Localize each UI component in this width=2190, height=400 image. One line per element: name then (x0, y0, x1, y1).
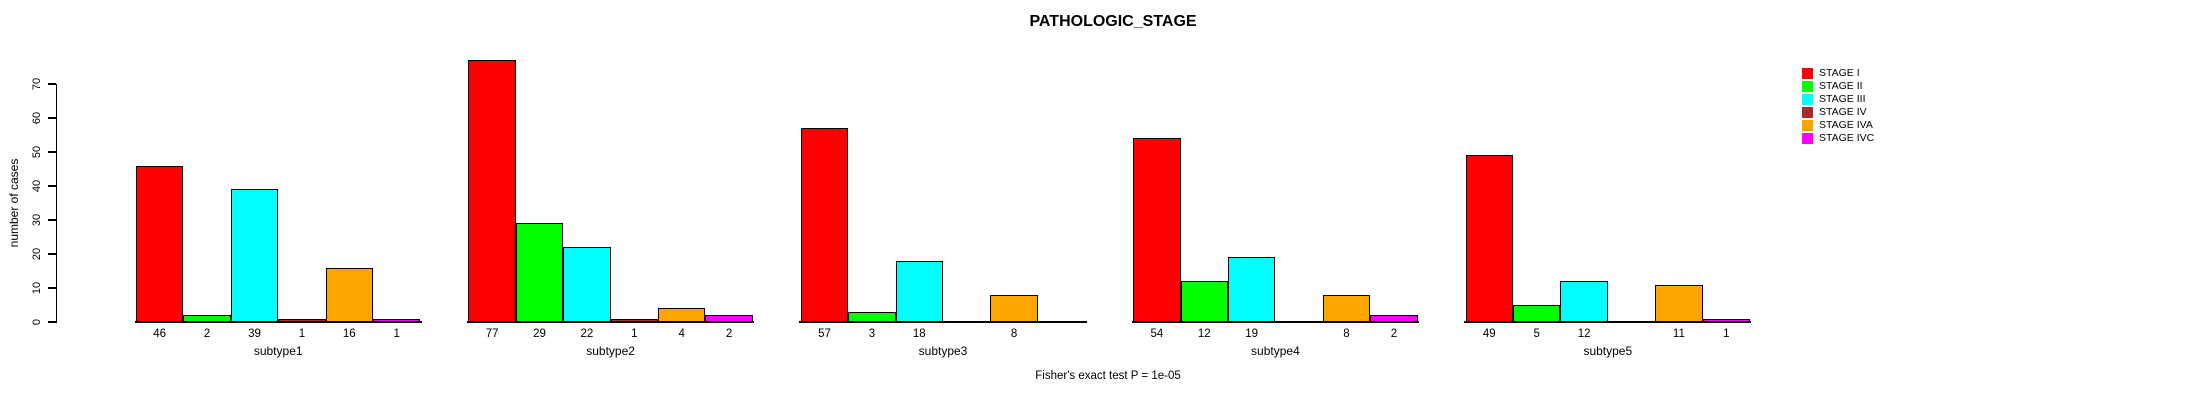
legend-swatch-stage-iva (1802, 119, 1813, 131)
bar-value-label: 39 (248, 328, 261, 340)
y-axis-title: number of cases (7, 158, 21, 248)
bar-value-label: 8 (1343, 328, 1350, 340)
fisher-test-annotation: Fisher's exact test P = 1e-05 (1035, 370, 1181, 382)
category-label: subtype4 (1251, 344, 1300, 358)
bar-value-label: 2 (1390, 328, 1398, 340)
bar-value-label: 1 (631, 328, 638, 340)
bar-value-label: 46 (153, 328, 167, 340)
bar-subtype2-stage-iva (658, 308, 706, 322)
y-axis-tick (47, 219, 56, 221)
legend-label: STAGE III (1819, 93, 1866, 105)
bar-value-label: 49 (1482, 328, 1496, 340)
bar-subtype2-stage-ivc (705, 315, 753, 322)
y-axis-tick-label: 20 (31, 247, 43, 261)
legend-label: STAGE II (1819, 80, 1863, 92)
bar-subtype2-stage-i (468, 60, 516, 322)
x-axis-line (799, 321, 1087, 323)
bar-value-label: 54 (1150, 328, 1164, 340)
y-axis-tick (47, 287, 56, 289)
bar-subtype4-stage-iva (1322, 294, 1371, 322)
bar-subtype2-stage-iii (563, 247, 611, 322)
bar-subtype1-stage-iii (230, 189, 279, 322)
legend-label: STAGE IV (1819, 106, 1867, 118)
bar-subtype3-stage-i (800, 128, 849, 322)
y-axis-tick-label: 0 (31, 318, 43, 326)
legend-swatch-stage-iv (1802, 106, 1813, 118)
y-axis-tick (47, 253, 56, 255)
bar-value-label: 77 (485, 328, 499, 340)
legend-swatch-stage-iii (1802, 93, 1813, 105)
legend-label: STAGE IVA (1819, 119, 1873, 131)
bar-value-label: 1 (1723, 328, 1730, 340)
bar-subtype4-stage-i (1133, 138, 1181, 322)
bar-value-label: 57 (818, 328, 831, 340)
bar-subtype5-stage-i (1465, 155, 1513, 322)
y-axis-tick (47, 117, 56, 119)
bar-subtype1-stage-ivc (373, 318, 421, 322)
bar-value-label: 4 (678, 328, 685, 340)
bar-subtype3-stage-iva (990, 294, 1038, 322)
category-label: subtype5 (1583, 344, 1633, 358)
legend-swatch-stage-i (1802, 67, 1813, 79)
bar-subtype1-stage-ii (183, 315, 231, 322)
x-axis-line (466, 321, 755, 323)
category-label: subtype3 (918, 344, 968, 358)
y-axis-tick-label: 70 (31, 77, 43, 91)
bar-subtype5-stage-iva (1655, 284, 1703, 322)
y-axis-line (55, 84, 57, 323)
x-axis-line (134, 321, 422, 323)
bar-subtype1-stage-iv (278, 318, 326, 322)
y-axis-tick-label: 50 (31, 145, 43, 159)
bar-value-label: 22 (580, 328, 594, 340)
legend-swatch-stage-ivc (1802, 132, 1813, 144)
legend-label: STAGE I (1819, 67, 1860, 79)
bar-subtype1-stage-iva (325, 267, 373, 322)
bar-value-label: 3 (868, 328, 876, 340)
bar-value-label: 16 (342, 328, 356, 340)
bar-subtype5-stage-ivc (1702, 318, 1750, 322)
y-axis-tick-label: 10 (31, 281, 43, 295)
bar-subtype4-stage-ivc (1370, 315, 1418, 322)
bar-subtype5-stage-ii (1513, 305, 1561, 322)
bar-value-label: 12 (1577, 328, 1591, 340)
x-axis-line (1131, 321, 1420, 323)
bar-value-label: 19 (1245, 328, 1259, 340)
y-axis-tick-label: 40 (31, 179, 43, 193)
bar-value-label: 2 (725, 328, 733, 340)
bar-value-label: 18 (912, 328, 926, 340)
y-axis-tick-label: 30 (31, 213, 43, 227)
bar-subtype4-stage-iii (1228, 257, 1276, 322)
category-label: subtype1 (253, 344, 303, 358)
x-axis-line (1464, 321, 1752, 323)
bar-subtype4-stage-ii (1180, 281, 1228, 322)
bar-value-label: 1 (298, 328, 306, 340)
y-axis-tick-label: 60 (31, 111, 43, 125)
bar-subtype3-stage-ii (848, 311, 896, 322)
bar-subtype1-stage-i (136, 165, 184, 322)
bar-subtype5-stage-iii (1560, 281, 1608, 322)
bar-value-label: 1 (393, 328, 400, 340)
bar-subtype2-stage-iv (610, 318, 658, 322)
legend-label: STAGE IVC (1819, 132, 1875, 144)
bar-value-label: 8 (1010, 328, 1018, 340)
y-axis-tick (47, 185, 56, 187)
bar-value-label: 29 (533, 328, 546, 340)
chart-title: PATHOLOGIC_STAGE (1029, 13, 1197, 30)
y-axis-tick (47, 321, 56, 323)
legend-swatch-stage-ii (1802, 80, 1813, 92)
y-axis-tick (47, 83, 56, 85)
bar-value-label: 11 (1672, 328, 1685, 340)
bar-subtype2-stage-ii (515, 223, 564, 322)
bar-value-label: 5 (1533, 328, 1540, 340)
bar-value-label: 2 (203, 328, 211, 340)
bar-subtype3-stage-iii (895, 260, 943, 322)
bar-value-label: 12 (1197, 328, 1211, 340)
category-label: subtype2 (586, 344, 635, 358)
y-axis-tick (47, 151, 56, 153)
